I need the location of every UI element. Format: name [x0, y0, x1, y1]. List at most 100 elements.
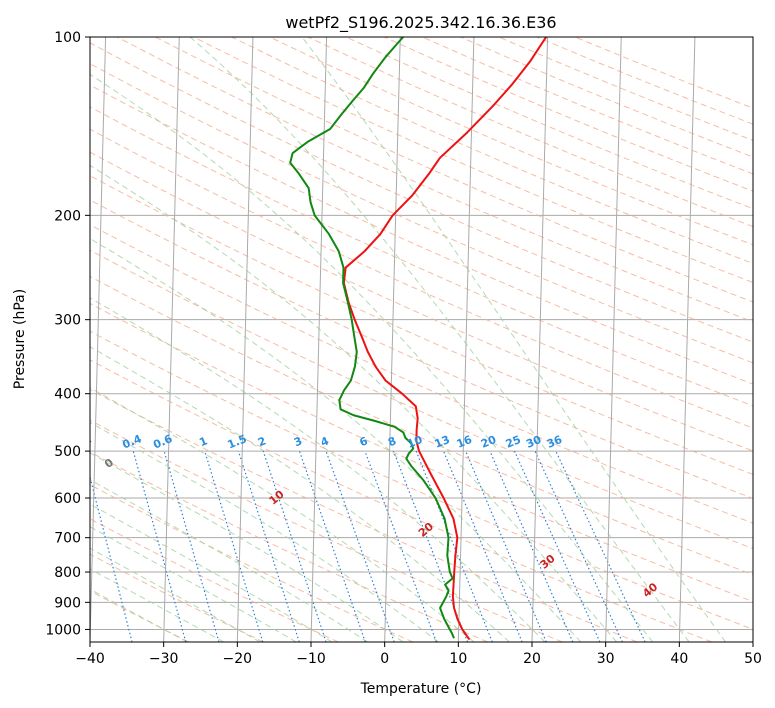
- mixing-ratio-label: 0.2: [71, 432, 94, 451]
- mixing-ratio-label: 6: [358, 434, 370, 449]
- isotherm-line: [163, 37, 180, 642]
- dry-adiabat: [90, 84, 753, 385]
- mixing-ratio-line: [534, 450, 623, 642]
- mixing-ratio-line: [514, 450, 601, 642]
- isotherm-line: [678, 37, 696, 642]
- chart-title: wetPf2_S196.2025.342.16.36.E36: [285, 13, 556, 33]
- moist-adiabat: [301, 37, 726, 642]
- x-tick-label: 50: [744, 651, 762, 667]
- isotherm-line: [384, 37, 401, 642]
- mixing-ratio-label: 16: [455, 433, 474, 451]
- y-tick-label: 200: [54, 208, 81, 224]
- moist-adiabat-label: 10: [267, 488, 287, 508]
- dry-adiabat: [90, 302, 753, 603]
- y-axis-title: Pressure (hPa): [12, 289, 28, 389]
- dry-adiabat: [90, 224, 753, 524]
- dewpoint-profile-line: [289, 37, 455, 639]
- y-tick-label: 700: [54, 531, 81, 547]
- x-axis: −40 −30 −20 −10 0 10 20 30 40 50: [75, 642, 762, 667]
- y-tick-label: 500: [54, 444, 81, 460]
- moist-adiabat: [90, 297, 546, 642]
- x-tick-label: −10: [296, 651, 326, 667]
- mixing-ratio-line: [132, 450, 187, 642]
- x-tick-label: 10: [449, 651, 467, 667]
- mixing-ratio-line: [364, 450, 437, 642]
- y-tick-label: 900: [54, 595, 81, 611]
- dry-adiabat: [384, 37, 753, 192]
- dry-adiabat: [90, 42, 753, 343]
- y-axis: 100 200 300 400 500 600 700 800 900 1000: [45, 30, 90, 638]
- mixing-ratio-label: 30: [524, 433, 543, 451]
- mixing-ratio-line: [237, 450, 300, 642]
- dry-adiabat: [90, 63, 753, 364]
- mixing-ratio-label: 3: [292, 434, 304, 449]
- moist-adiabat: [90, 452, 404, 642]
- x-tick-label: 0: [380, 651, 389, 667]
- mixing-ratio-label: 25: [504, 433, 523, 451]
- isotherm-line: [752, 622, 753, 642]
- dry-adiabat: [269, 37, 753, 246]
- x-axis-title: Temperature (°C): [360, 681, 482, 697]
- dry-adiabat: [193, 37, 753, 284]
- moist-adiabat: [90, 568, 225, 642]
- dry-adiabat: [307, 37, 753, 228]
- mixing-ratio-label: 20: [479, 433, 498, 451]
- dry-adiabat: [90, 484, 414, 642]
- x-tick-label: −30: [149, 651, 179, 667]
- dry-adiabat: [90, 590, 190, 642]
- x-tick-label: −40: [75, 651, 105, 667]
- mixing-ratio-line: [325, 450, 395, 642]
- isotherm-line: [457, 37, 475, 642]
- isotherm-line: [605, 37, 622, 642]
- isotherm-line: [236, 37, 254, 642]
- y-tick-label: 800: [54, 565, 81, 581]
- plot-area: -100-90-80-70-60-50-40-30-20-100.10.20.4…: [71, 37, 753, 642]
- mixing-ratio-line: [465, 450, 547, 642]
- mixing-ratio-label: 10: [405, 433, 424, 451]
- x-tick-label: −20: [223, 651, 253, 667]
- mixing-ratio-label: 2: [256, 434, 268, 449]
- moist-adiabat-label: 40: [640, 580, 660, 600]
- moist-adiabat: [90, 73, 654, 642]
- dry-adiabat: [90, 106, 753, 407]
- moist-adiabat: [90, 479, 368, 642]
- dry-adiabat: [116, 37, 753, 323]
- mixing-ratio-line: [298, 450, 366, 642]
- x-tick-label: 40: [670, 651, 688, 667]
- moist-adiabat: [90, 387, 475, 642]
- mixing-ratio-label: 13: [433, 433, 452, 451]
- mixing-ratio-line: [90, 475, 133, 642]
- moist-adiabat: [90, 526, 297, 642]
- dry-adiabat: [536, 37, 753, 125]
- mixing-ratio-line: [555, 450, 646, 642]
- x-tick-label: 30: [597, 651, 615, 667]
- plot-frame: [89, 36, 754, 643]
- dry-adiabat: [90, 389, 638, 642]
- dry-adiabat: [90, 199, 753, 500]
- dry-adiabat: [90, 419, 563, 642]
- dry-adiabat: [345, 37, 753, 210]
- isotherm-line: [310, 37, 328, 642]
- dry-adiabat: [90, 553, 264, 642]
- moist-adiabat: [90, 164, 618, 642]
- y-tick-label: 100: [54, 30, 81, 46]
- isotherm-line: [531, 37, 549, 642]
- dry-adiabat: [460, 37, 753, 158]
- mixing-ratio-label: 0.4: [121, 432, 144, 451]
- isotherm-line: [90, 37, 107, 642]
- temperature-profile-line: [342, 37, 547, 641]
- y-tick-label: 300: [54, 313, 81, 329]
- mixing-ratio-line: [443, 450, 523, 642]
- mixing-ratio-label: 1: [197, 434, 209, 449]
- dry-adiabat: [90, 175, 753, 475]
- moist-adiabat-label: 0: [102, 456, 116, 471]
- mixing-ratio-line: [262, 450, 327, 642]
- mixing-ratio-label: 1.5: [226, 432, 249, 451]
- moist-adiabat: [189, 37, 690, 642]
- mixing-ratio-line: [163, 450, 220, 642]
- dry-adiabat: [90, 249, 753, 550]
- dry-adiabat: [90, 451, 488, 642]
- x-tick-label: 20: [523, 651, 541, 667]
- dry-adiabat: [422, 37, 753, 175]
